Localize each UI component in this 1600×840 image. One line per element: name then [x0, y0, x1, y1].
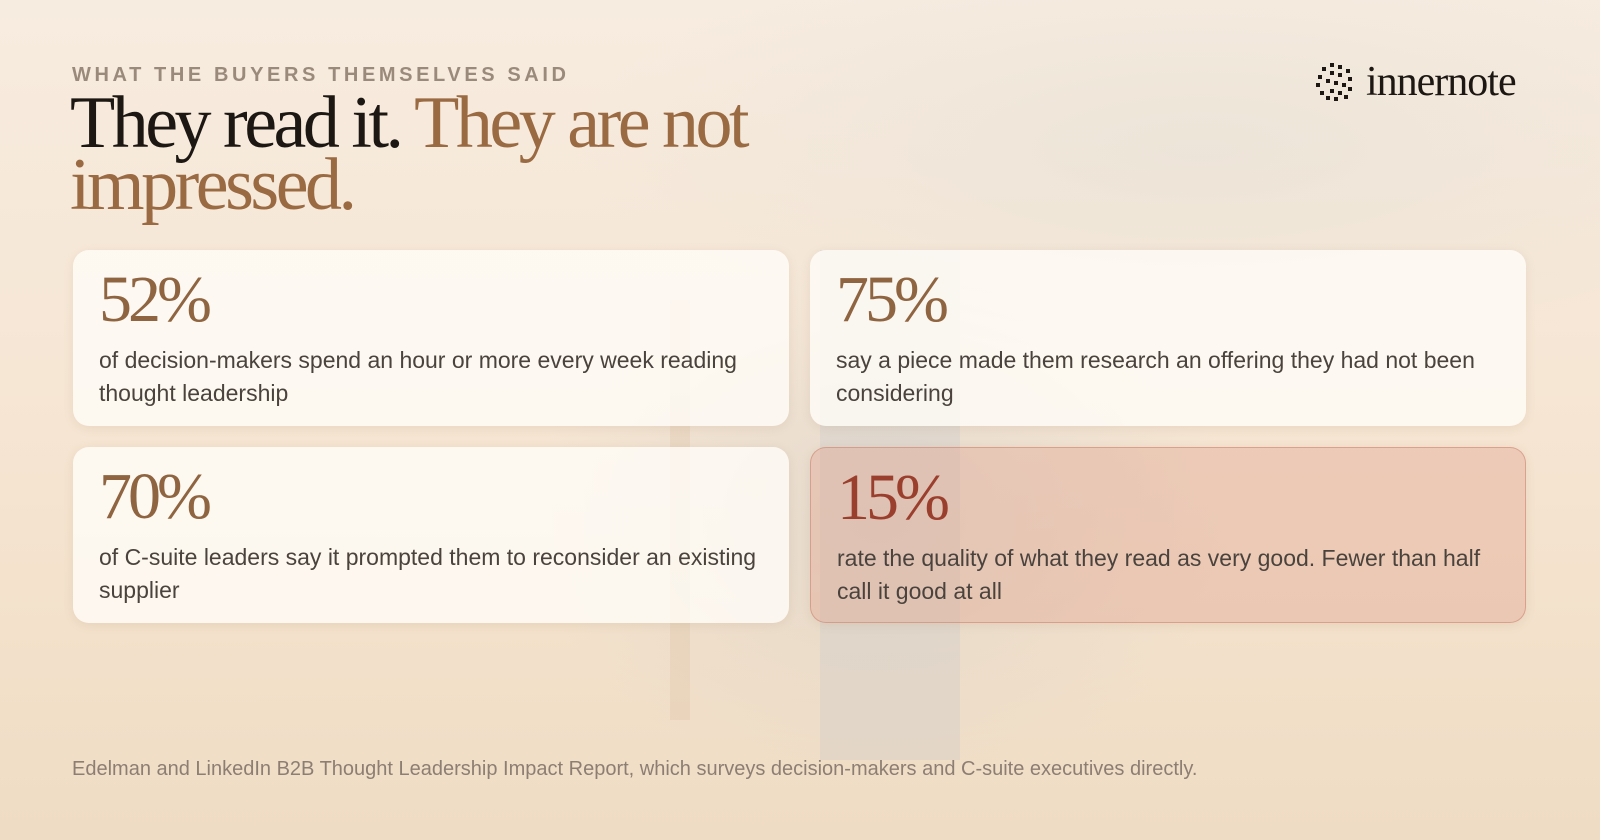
- source-note: Edelman and LinkedIn B2B Thought Leaders…: [72, 758, 1198, 780]
- stat-card: 52% of decision-makers spend an hour or …: [73, 250, 789, 426]
- stat-text: of decision-makers spend an hour or more…: [99, 347, 737, 406]
- title: They read it. They are not impressed.: [70, 86, 790, 222]
- title-lead: They read it.: [70, 82, 404, 164]
- stat-card: 75% say a piece made them research an of…: [810, 250, 1526, 426]
- stat-text: rate the quality of what they read as ve…: [837, 545, 1481, 604]
- title-accent: They are not impressed.: [70, 82, 750, 226]
- stat-text: say a piece made them research an offeri…: [836, 347, 1475, 406]
- logo-text: innernote: [1366, 59, 1517, 105]
- stat-value: 15%: [837, 461, 950, 534]
- stat-value: 75%: [836, 263, 949, 336]
- logo: innernote: [1316, 58, 1517, 106]
- stat-value: 70%: [99, 460, 212, 533]
- logo-icon: [1316, 63, 1352, 101]
- stat-text: of C-suite leaders say it prompted them …: [99, 544, 757, 603]
- stat-card: 70% of C-suite leaders say it prompted t…: [73, 447, 789, 623]
- eyebrow: WHAT THE BUYERS THEMSELVES SAID: [72, 64, 570, 86]
- stat-card-highlight: 15% rate the quality of what they read a…: [810, 447, 1526, 623]
- stat-value: 52%: [99, 263, 212, 336]
